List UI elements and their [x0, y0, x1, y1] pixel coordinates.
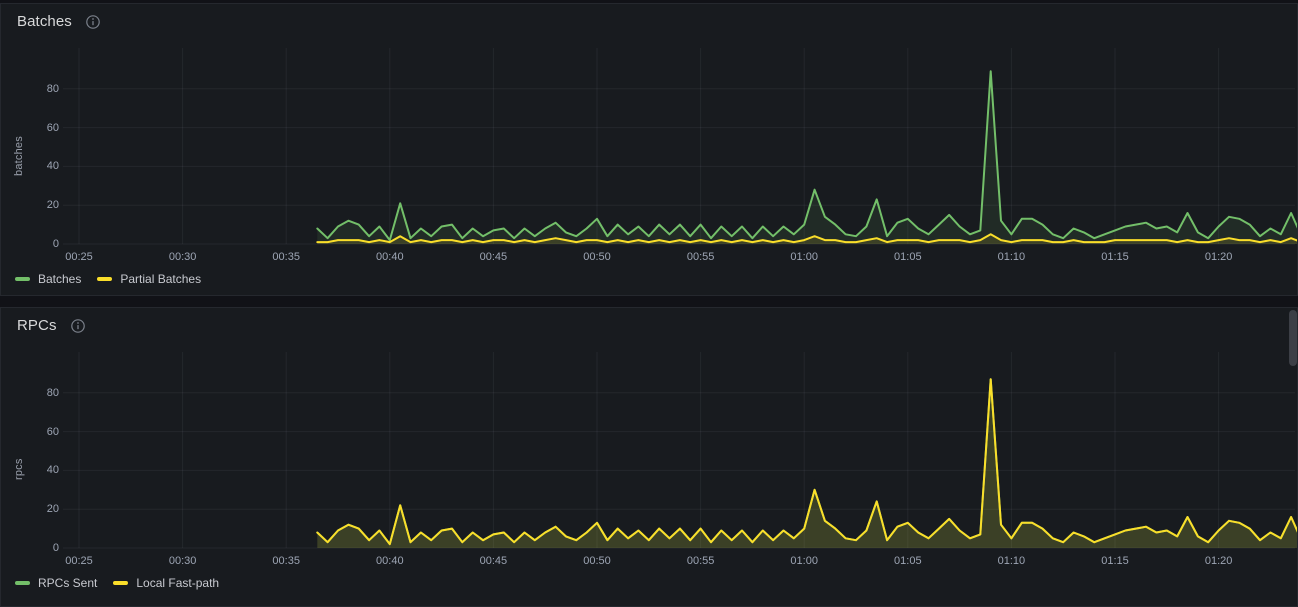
x-tick-label: 00:25: [65, 251, 93, 263]
legend-series-label: Local Fast-path: [136, 576, 220, 590]
y-tick-label: 80: [46, 82, 59, 95]
x-tick-label: 00:30: [168, 251, 197, 263]
legend-series-label: Batches: [38, 272, 82, 286]
y-tick-label: 20: [46, 503, 59, 516]
batches-legend: Batches Partial Batches: [15, 272, 201, 286]
y-tick-label: 20: [46, 199, 59, 212]
info-icon[interactable]: [86, 14, 100, 29]
legend-series-swatch: [15, 581, 30, 585]
rpcs-legend: RPCs Sent Local Fast-path: [15, 576, 219, 590]
x-tick-label: 00:35: [272, 555, 300, 567]
batches-chart-plot[interactable]: [1, 4, 1297, 295]
x-tick-label: 00:55: [686, 555, 715, 567]
y-axis-label-batches: batches: [13, 136, 25, 176]
batches-panel: Batches batches 0 20 40 60 80 00:25 00:30 00:3…: [0, 3, 1298, 296]
x-tick-label: 01:20: [1204, 555, 1233, 567]
x-tick-label: 00:45: [479, 555, 508, 567]
y-tick-label: 60: [46, 425, 59, 438]
rpcs-panel-header: RPCs: [17, 317, 85, 334]
rpcs-panel-title: RPCs: [17, 317, 57, 334]
legend-item[interactable]: Batches: [15, 272, 81, 286]
x-tick-label: 01:10: [997, 555, 1026, 567]
x-tick-label: 01:00: [790, 251, 818, 263]
x-tick-label: 01:15: [1101, 251, 1129, 263]
y-tick-label: 80: [46, 386, 59, 399]
y-tick-label: 0: [52, 542, 59, 554]
x-tick-label: 00:45: [479, 251, 508, 263]
y-axis-label-rpcs: rpcs: [13, 458, 25, 480]
x-tick-label: 00:50: [583, 555, 611, 567]
x-tick-label: 00:55: [686, 251, 715, 263]
y-tick-label: 40: [46, 160, 59, 173]
legend-item[interactable]: Partial Batches: [97, 272, 201, 286]
scrollbar-thumb[interactable]: [1289, 310, 1297, 366]
x-tick-label: 00:35: [272, 251, 300, 263]
rpcs-chart-plot[interactable]: [1, 308, 1297, 606]
legend-series-label: Partial Batches: [120, 272, 202, 286]
x-tick-label: 00:40: [376, 555, 404, 567]
x-tick-label: 00:50: [583, 251, 611, 263]
info-icon[interactable]: [70, 318, 85, 333]
x-tick-label: 00:30: [168, 555, 197, 567]
y-tick-label: 40: [46, 464, 59, 477]
legend-item[interactable]: Local Fast-path: [113, 576, 219, 590]
rpcs-panel: RPCs rpcs 0 20 40 60 80 00:25 00:30 00:35 00:40…: [0, 307, 1298, 607]
y-tick-label: 60: [46, 121, 59, 134]
x-tick-label: 01:10: [997, 251, 1026, 263]
batches-panel-title: Batches: [17, 13, 72, 30]
legend-item[interactable]: RPCs Sent: [15, 576, 97, 590]
batches-panel-header: Batches: [17, 13, 100, 30]
x-tick-label: 01:05: [894, 251, 922, 263]
legend-series-swatch: [113, 581, 129, 585]
x-tick-label: 00:40: [376, 251, 404, 263]
y-tick-label: 0: [52, 238, 59, 250]
x-tick-label: 01:05: [894, 555, 922, 567]
legend-series-swatch: [15, 277, 30, 281]
x-tick-label: 01:20: [1204, 251, 1233, 263]
x-tick-label: 01:00: [790, 555, 818, 567]
x-tick-label: 00:25: [65, 555, 93, 567]
x-tick-label: 01:15: [1101, 555, 1129, 567]
legend-series-swatch: [97, 277, 113, 281]
legend-series-label: RPCs Sent: [38, 576, 98, 590]
